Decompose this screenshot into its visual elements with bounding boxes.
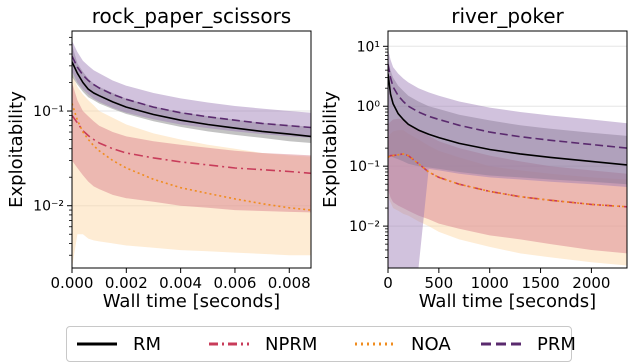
plot-area [388, 49, 627, 268]
legend-item-nprm: NPRM [207, 327, 317, 361]
x-tick-label: 0 [383, 274, 393, 292]
chart-title: river_poker [451, 4, 564, 28]
x-tick-label: 0.008 [268, 274, 311, 292]
series-line-rm [388, 73, 627, 166]
y-axis-label: Exploitability [320, 91, 341, 208]
legend-item-prm: PRM [479, 327, 576, 361]
legend-item-rm: RM [75, 327, 161, 361]
x-tick-label: 0.004 [159, 274, 202, 292]
axes-frame [71, 30, 312, 269]
legend-label-rm: RM [133, 333, 162, 355]
x-tick-label: 0.006 [213, 274, 256, 292]
series-line-prm [72, 55, 311, 129]
x-tick-label: 1500 [521, 274, 559, 292]
band-rm [388, 59, 627, 185]
y-tick-label: 10⁻¹ [33, 104, 64, 120]
legend-swatch-noa [355, 342, 395, 346]
band-prm [388, 49, 627, 268]
y-tick-label: 10⁻² [349, 219, 380, 235]
series-line-nprm [72, 114, 311, 175]
series-line-prm [388, 64, 627, 149]
legend-item-noa: NOA [353, 327, 451, 361]
y-tick-label: 10⁰ [357, 99, 381, 115]
legend-swatch-prm [481, 342, 521, 346]
x-tick-label: 1000 [471, 274, 509, 292]
legend-swatch-nprm [209, 342, 249, 346]
chart-rock-paper-scissors: 0.000 0.002 0.004 0.006 0.008 10⁻² 10⁻¹ rock_pa… [6, 4, 312, 312]
y-tick-label: 10¹ [357, 39, 380, 55]
y-tick-label: 10⁻² [33, 199, 64, 215]
legend: RM NPRM NOA PRM [66, 326, 576, 362]
x-axis-label: Wall time [seconds] [419, 291, 596, 312]
series-line-nprm [388, 153, 627, 208]
band-noa [72, 73, 311, 268]
legend-label-nprm: NPRM [265, 333, 318, 355]
chart-river-poker: 0 500 1000 1500 2000 10⁻² 10⁻¹ 10⁰ 10¹ river_poke… [320, 4, 628, 312]
x-tick-label: 0.000 [51, 274, 94, 292]
band-nprm [72, 82, 311, 213]
legend-label-noa: NOA [411, 333, 451, 355]
x-tick-label: 500 [425, 274, 454, 292]
x-axis-label: Wall time [seconds] [103, 291, 280, 312]
axes-frame [387, 30, 628, 269]
y-axis-label: Exploitability [6, 91, 27, 208]
plot-area [72, 40, 311, 268]
chart-title: rock_paper_scissors [92, 4, 291, 28]
band-nprm [388, 118, 627, 254]
x-tick-label: 0.002 [105, 274, 148, 292]
band-prm [72, 40, 311, 138]
series-line-rm [72, 61, 311, 138]
legend-label-prm: PRM [537, 333, 576, 355]
y-tick-label: 10⁻¹ [349, 159, 380, 175]
legend-swatch-rm [77, 342, 117, 346]
band-noa [388, 130, 627, 266]
x-tick-label: 2000 [572, 274, 610, 292]
